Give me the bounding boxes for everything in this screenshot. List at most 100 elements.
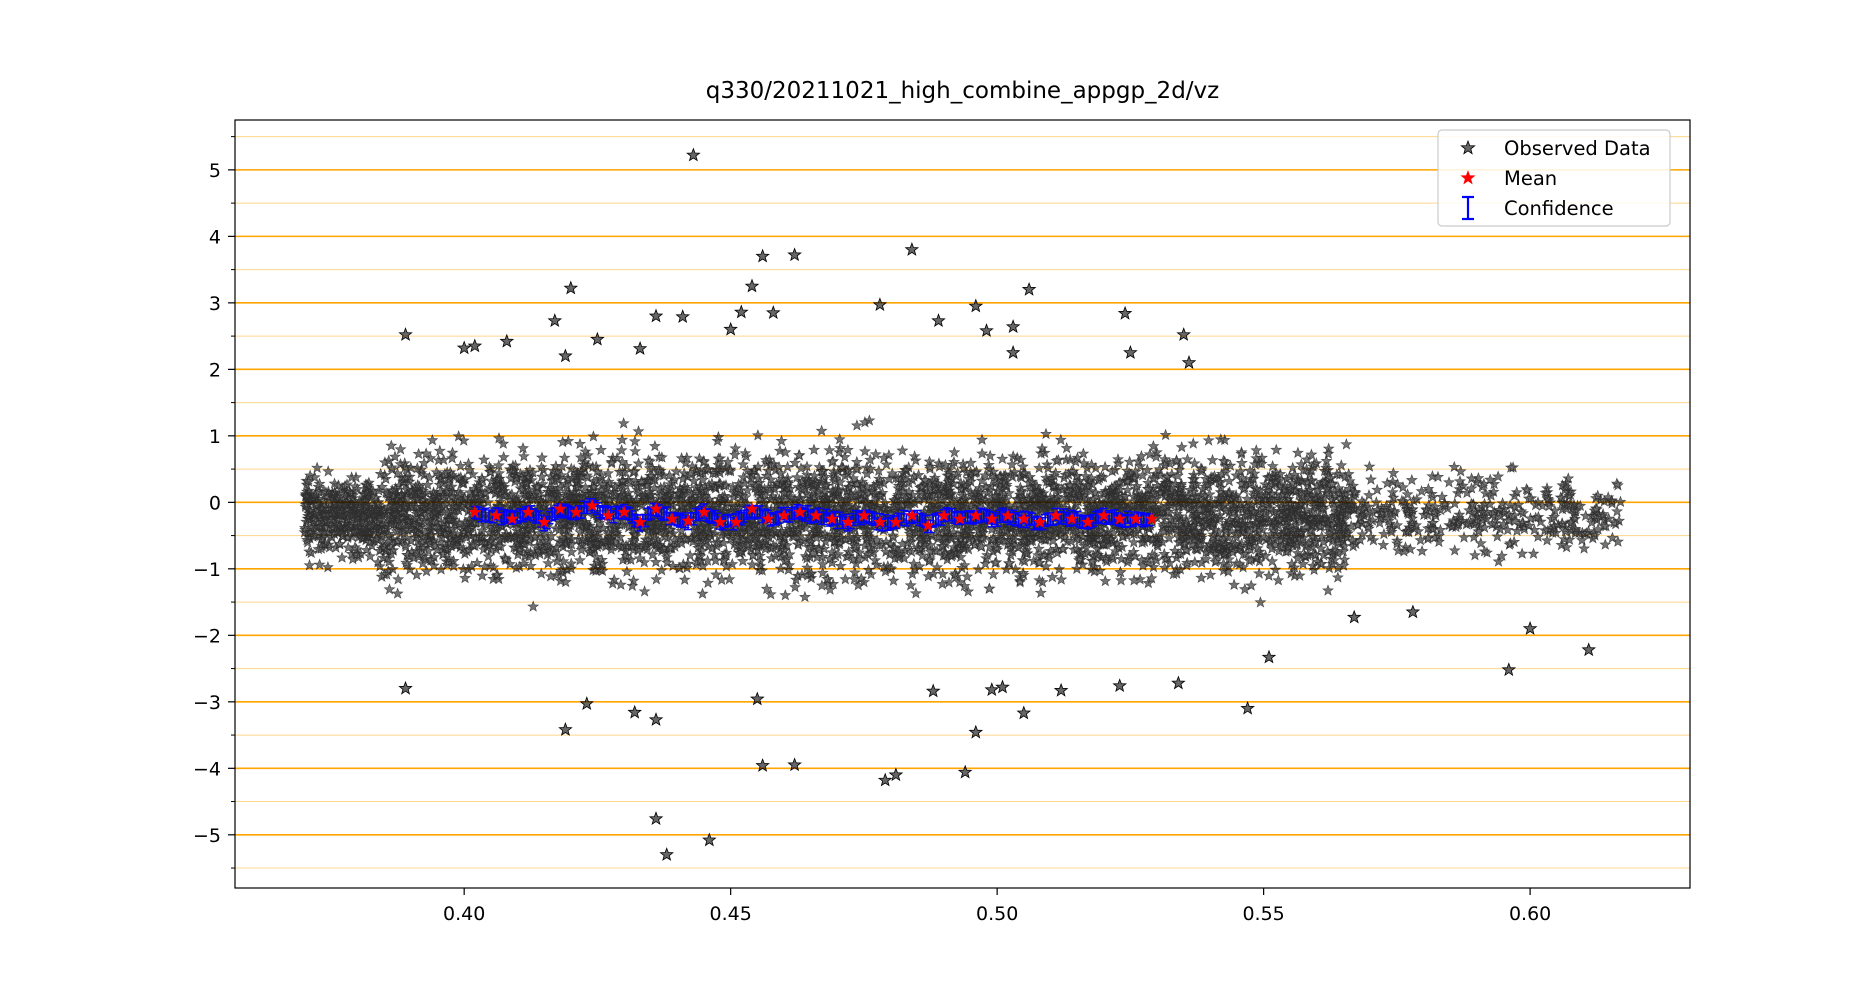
legend-observed-marker	[1460, 139, 1476, 155]
observed-data-point	[499, 333, 515, 348]
mean-point	[681, 514, 695, 527]
mean-point	[649, 502, 663, 515]
y-tick-label: 5	[209, 160, 221, 182]
observed-data-point	[755, 248, 770, 263]
legend-label: Confidence	[1504, 197, 1614, 220]
mean-point	[1017, 512, 1031, 525]
mean-point	[857, 508, 871, 522]
mean-point	[953, 512, 967, 525]
mean-point	[793, 505, 807, 518]
y-tick-label: 1	[209, 426, 221, 448]
mean-point	[553, 502, 567, 515]
observed-data-point	[648, 308, 664, 323]
observed-data-point	[888, 767, 904, 782]
observed-data-point	[1005, 345, 1021, 359]
mean-point	[841, 515, 855, 528]
y-tick-label: −1	[193, 559, 221, 581]
mean-point	[937, 508, 951, 522]
mean-point	[601, 508, 615, 522]
mean-point	[489, 508, 503, 522]
mean-point	[809, 508, 823, 522]
mean-point	[905, 508, 919, 522]
mean-point	[825, 512, 839, 525]
observed-data-point	[877, 772, 893, 787]
observed-data-point	[563, 280, 579, 295]
mean-point	[505, 512, 519, 525]
observed-data-point	[931, 313, 946, 328]
y-tick-label: −2	[193, 625, 221, 647]
mean-point	[665, 512, 679, 525]
x-tick-label: 0.45	[710, 903, 752, 925]
observed-data-point	[456, 340, 472, 355]
observed-data-point	[1005, 319, 1021, 334]
mean-point	[729, 515, 743, 528]
x-tick-label: 0.50	[976, 903, 1018, 925]
legend-mean-marker	[1460, 170, 1476, 185]
observed-data-point	[995, 679, 1010, 694]
x-tick-label: 0.40	[443, 903, 485, 925]
chart-title: q330/20211021_high_combine_appgp_2d/vz	[706, 78, 1219, 104]
observed-data-point	[1181, 355, 1197, 369]
mean-point	[873, 515, 887, 528]
observed-data-point	[467, 338, 483, 353]
x-tick-label: 0.55	[1242, 903, 1284, 925]
mean-point	[617, 505, 631, 518]
legend: Observed Data Mean Confidence	[1437, 129, 1671, 227]
mean-point	[777, 508, 791, 522]
observed-data-point	[787, 247, 802, 262]
observed-data-point	[957, 764, 973, 779]
y-tick-label: 2	[209, 359, 221, 381]
y-tick-label: −5	[193, 825, 221, 847]
observed-data-point	[1016, 705, 1032, 720]
observed-data-point	[648, 811, 664, 826]
observed-data-point	[984, 682, 1000, 697]
mean-point	[1145, 512, 1159, 525]
observed-data-point	[750, 691, 765, 706]
mean-point	[697, 505, 711, 518]
observed-data-point	[398, 327, 413, 341]
observed-data-point	[632, 341, 648, 355]
observed-data-point	[755, 758, 770, 772]
observed-data-point	[744, 278, 760, 293]
observed-data-point	[766, 305, 781, 320]
mean-points	[468, 498, 1159, 532]
observed-data-point	[904, 242, 920, 256]
y-tick-label: −4	[193, 758, 221, 780]
mean-point	[633, 515, 647, 528]
observed-data-point	[590, 331, 605, 346]
mean-point	[1065, 512, 1079, 525]
observed-data-point	[398, 680, 413, 695]
mean-point	[1049, 508, 1063, 522]
mean-point	[745, 502, 759, 515]
observed-data-point	[1405, 604, 1421, 619]
y-tick-label: −3	[193, 692, 221, 714]
observed-data-point	[686, 147, 701, 162]
observed-data-point	[968, 298, 984, 313]
observed-data-point	[787, 757, 802, 772]
mean-point	[1033, 515, 1047, 528]
observed-data-point	[1171, 675, 1186, 690]
axes: 0.40 0.45 0.50 0.55 0.60 5 4 3 2 1 0 −1 −2 −3 −4 −5	[193, 136, 1551, 925]
observed-data-point	[659, 847, 674, 861]
mean-point	[537, 515, 551, 528]
mean-point	[585, 498, 599, 512]
mean-point	[521, 505, 535, 518]
observed-data-point	[1501, 662, 1517, 677]
mean-point	[1113, 512, 1127, 525]
observed-data-point	[733, 304, 749, 319]
observed-data-point	[925, 683, 941, 698]
observed-data-points	[298, 147, 1627, 861]
mean-point	[1001, 508, 1015, 522]
mean-point	[1097, 508, 1111, 522]
observed-data-point	[1581, 642, 1596, 657]
observed-data-point	[1522, 621, 1538, 635]
observed-data-point	[1021, 281, 1037, 296]
mean-point	[889, 515, 903, 528]
mean-point	[468, 505, 482, 518]
mean-point	[969, 508, 983, 522]
observed-data-point	[702, 832, 717, 847]
observed-data-point	[558, 722, 573, 736]
y-tick-label: 0	[209, 492, 221, 514]
x-tick-label: 0.60	[1509, 903, 1551, 925]
